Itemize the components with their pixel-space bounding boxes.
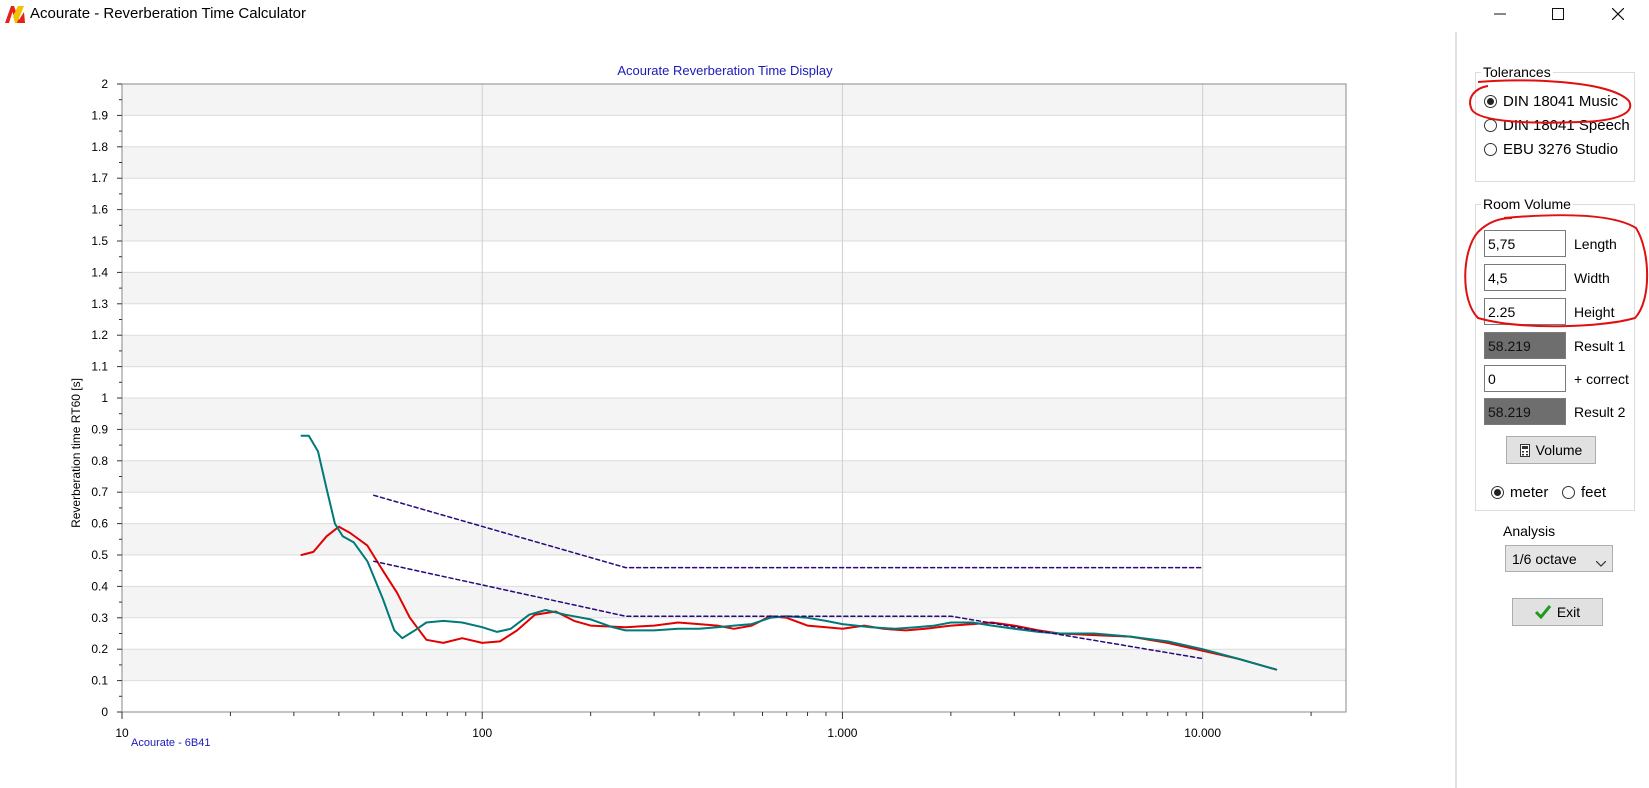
plot-band bbox=[122, 460, 1346, 493]
y-tick-label: 0.2 bbox=[91, 642, 108, 656]
y-tick-label: 0.7 bbox=[91, 485, 108, 499]
result1-label: Result 1 bbox=[1574, 338, 1626, 354]
analysis-dropdown[interactable]: 1/6 octave bbox=[1505, 545, 1613, 572]
unit-feet-label: feet bbox=[1581, 484, 1607, 501]
tolerance-din-music-label: DIN 18041 Music bbox=[1503, 93, 1619, 110]
y-tick-label: 1.8 bbox=[91, 140, 108, 154]
correct-input[interactable] bbox=[1484, 365, 1566, 392]
window-title: Acourate - Reverberation Time Calculator bbox=[30, 5, 306, 22]
chart-svg: 0 0.1 0.2 0.3 0.4 0.5 0.6 0.7 0.8 0.9 1 1.1 1.2 1.3 1.… bbox=[69, 63, 1347, 749]
plot-band bbox=[122, 398, 1346, 430]
maximize-button[interactable] bbox=[1530, 0, 1586, 28]
radio-ebu-studio[interactable] bbox=[1484, 143, 1497, 156]
radio-meter[interactable] bbox=[1491, 486, 1504, 499]
exit-button[interactable]: Exit bbox=[1512, 598, 1603, 626]
tolerance-ebu-studio[interactable]: EBU 3276 Studio bbox=[1484, 141, 1618, 158]
exit-button-label: Exit bbox=[1556, 604, 1581, 620]
correct-label: + correct bbox=[1574, 371, 1629, 387]
y-tick-label: 0.1 bbox=[91, 674, 108, 688]
calculator-icon bbox=[1519, 443, 1530, 457]
chart-series bbox=[300, 434, 1278, 671]
radio-feet[interactable] bbox=[1562, 486, 1575, 499]
maximize-icon bbox=[1552, 8, 1564, 20]
result2-label: Result 2 bbox=[1574, 404, 1626, 420]
chart-axes: 0 0.1 0.2 0.3 0.4 0.5 0.6 0.7 0.8 0.9 1 1.1 1.2 1.3 1.… bbox=[91, 77, 1347, 740]
plot-band bbox=[122, 146, 1346, 179]
plot-band bbox=[122, 335, 1346, 367]
y-tick-label: 1.7 bbox=[91, 171, 108, 185]
y-tick-label: 0.6 bbox=[91, 517, 108, 531]
series-line-0 bbox=[300, 525, 1278, 671]
volume-button-label: Volume bbox=[1535, 442, 1583, 458]
y-tick-label: 0.5 bbox=[91, 548, 108, 562]
close-button[interactable] bbox=[1590, 0, 1646, 28]
chart-watermark: Acourate - 6B41 bbox=[131, 737, 211, 749]
length-label: Length bbox=[1574, 236, 1617, 252]
analysis-selected: 1/6 octave bbox=[1512, 551, 1577, 567]
width-input[interactable] bbox=[1484, 264, 1566, 291]
y-tick-label: 2 bbox=[101, 77, 108, 91]
plot-band bbox=[122, 209, 1346, 241]
y-tick-label: 1.3 bbox=[91, 297, 108, 311]
chart-grid bbox=[121, 83, 1346, 713]
minimize-button[interactable] bbox=[1472, 0, 1528, 28]
minimize-icon bbox=[1494, 8, 1506, 20]
y-tick-label: 1 bbox=[101, 391, 108, 405]
plot-band bbox=[122, 649, 1346, 681]
x-tick-label: 1.000 bbox=[827, 726, 857, 740]
tolerance-din-music[interactable]: DIN 18041 Music bbox=[1484, 93, 1618, 110]
chart-title: Acourate Reverberation Time Display bbox=[617, 63, 833, 78]
series-line-3 bbox=[373, 560, 1204, 660]
tolerances-group bbox=[1475, 72, 1635, 182]
analysis-label: Analysis bbox=[1503, 523, 1556, 539]
series-line-2 bbox=[373, 494, 1204, 569]
checkmark-icon bbox=[1534, 605, 1551, 619]
result2-field bbox=[1484, 398, 1566, 425]
tolerances-title: Tolerances bbox=[1481, 64, 1553, 80]
series-line-1 bbox=[300, 434, 1278, 671]
width-label: Width bbox=[1574, 270, 1610, 286]
unit-meter[interactable]: meter bbox=[1491, 484, 1548, 501]
height-input[interactable] bbox=[1484, 298, 1566, 325]
tolerance-ebu-studio-label: EBU 3276 Studio bbox=[1503, 141, 1619, 158]
reverberation-chart: 0 0.1 0.2 0.3 0.4 0.5 0.6 0.7 0.8 0.9 1 1.1 1.2 1.3 1.… bbox=[0, 40, 1440, 788]
y-tick-label: 1.5 bbox=[91, 234, 108, 248]
close-icon bbox=[1612, 8, 1624, 20]
plot-band bbox=[122, 84, 1346, 116]
y-tick-label: 1.4 bbox=[91, 265, 108, 279]
y-tick-label: 0.8 bbox=[91, 454, 108, 468]
y-axis-label: Reverberation time RT60 [s] bbox=[69, 378, 83, 528]
unit-meter-label: meter bbox=[1510, 484, 1549, 501]
chevron-down-icon bbox=[1595, 554, 1607, 570]
y-tick-label: 1.6 bbox=[91, 203, 108, 217]
y-tick-label: 1.1 bbox=[91, 360, 108, 374]
plot-band bbox=[122, 586, 1346, 618]
x-tick-label: 10 bbox=[115, 726, 129, 740]
plot-band bbox=[122, 272, 1346, 304]
length-input[interactable] bbox=[1484, 230, 1566, 257]
panel-separator bbox=[1455, 32, 1457, 788]
y-tick-label: 0 bbox=[101, 705, 108, 719]
unit-feet[interactable]: feet bbox=[1562, 484, 1606, 501]
radio-din-speech[interactable] bbox=[1484, 119, 1497, 132]
tolerance-din-speech[interactable]: DIN 18041 Speech bbox=[1484, 117, 1630, 134]
result1-field bbox=[1484, 332, 1566, 359]
radio-din-music[interactable] bbox=[1484, 95, 1497, 108]
room-volume-title: Room Volume bbox=[1481, 196, 1573, 212]
tolerance-din-speech-label: DIN 18041 Speech bbox=[1503, 117, 1630, 134]
title-bar: Acourate - Reverberation Time Calculator bbox=[0, 0, 1649, 28]
y-tick-label: 1.9 bbox=[91, 108, 108, 122]
height-label: Height bbox=[1574, 304, 1615, 320]
plot-band bbox=[122, 523, 1346, 555]
y-tick-label: 0.4 bbox=[91, 579, 108, 593]
y-tick-label: 0.3 bbox=[91, 611, 108, 625]
x-tick-label: 10.000 bbox=[1184, 726, 1221, 740]
acourate-logo-icon bbox=[4, 4, 26, 24]
y-tick-label: 0.9 bbox=[91, 422, 108, 436]
y-tick-label: 1.2 bbox=[91, 328, 108, 342]
volume-button[interactable]: Volume bbox=[1506, 436, 1596, 464]
x-tick-label: 100 bbox=[472, 726, 492, 740]
